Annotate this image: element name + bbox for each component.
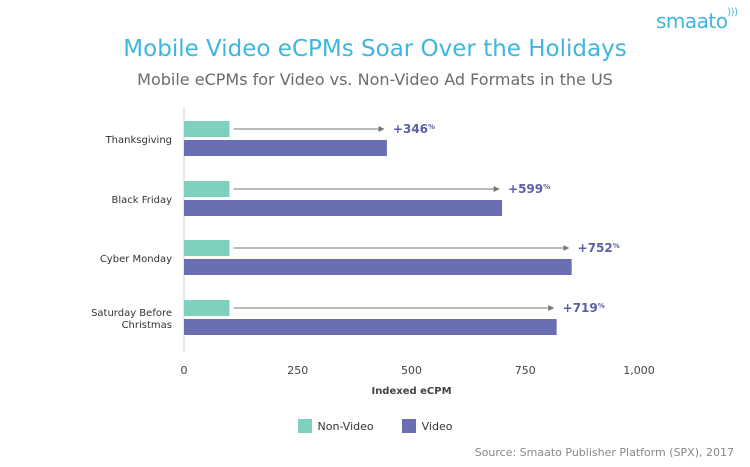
legend-swatch-video <box>401 419 416 433</box>
x-tick-label: 250 <box>287 364 308 377</box>
x-axis-label: Indexed eCPM <box>371 386 451 397</box>
bar-non-video <box>184 300 230 316</box>
increase-label: +346% <box>393 122 435 136</box>
category-label: Saturday Before Christmas <box>91 308 172 331</box>
bar-non-video <box>184 181 230 197</box>
x-tick-label: 0 <box>181 364 188 377</box>
category-label: Thanksgiving <box>105 135 172 146</box>
legend-label-non-video: Non-Video <box>317 419 374 433</box>
legend-label-video: Video <box>421 419 453 433</box>
legend-item-video: Video <box>401 419 453 433</box>
bar-video <box>184 259 572 275</box>
smaato-logo: smaato))) <box>656 7 738 33</box>
x-tick-label: 1,000 <box>623 364 655 377</box>
category-label: Black Friday <box>111 195 172 206</box>
category-label: Cyber Monday <box>100 254 172 265</box>
legend: Non-Video Video <box>0 419 750 433</box>
x-tick-label: 500 <box>401 364 422 377</box>
chart-subtitle: Mobile eCPMs for Video vs. Non-Video Ad … <box>137 70 613 89</box>
chart-title: Mobile Video eCPMs Soar Over the Holiday… <box>123 36 627 62</box>
bar-video <box>184 319 557 335</box>
bar-non-video <box>184 240 230 256</box>
logo-text: smaato <box>656 9 728 33</box>
source-note: Source: Smaato Publisher Platform (SPX),… <box>474 446 734 459</box>
bar-video <box>184 200 503 216</box>
legend-item-non-video: Non-Video <box>297 419 374 433</box>
signal-waves-icon: ))) <box>727 7 738 18</box>
bar-video <box>184 140 387 156</box>
increase-label: +719% <box>563 301 605 315</box>
bar-non-video <box>184 121 230 137</box>
legend-swatch-non-video <box>297 419 312 433</box>
x-tick-label: 750 <box>515 364 536 377</box>
increase-label: +752% <box>578 241 620 255</box>
increase-label: +599% <box>508 182 550 196</box>
